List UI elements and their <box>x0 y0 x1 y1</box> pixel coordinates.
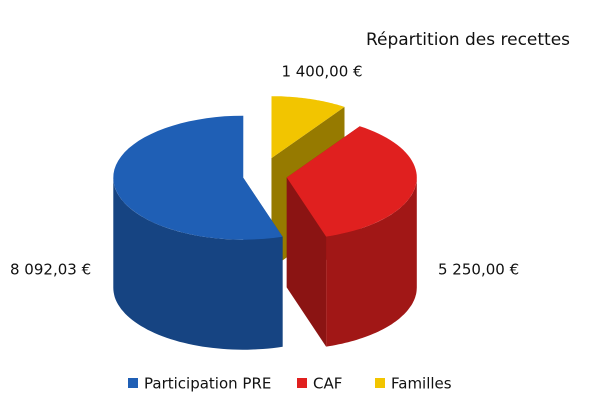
legend-swatch <box>297 378 307 388</box>
slice-top <box>113 115 283 240</box>
slice-side <box>326 177 417 347</box>
value-label: 1 400,00 € <box>281 63 362 81</box>
slice <box>286 126 417 347</box>
value-label: 5 250,00 € <box>438 261 519 279</box>
slice-top <box>286 126 417 237</box>
value-label: 8 092,03 € <box>10 261 91 279</box>
legend-swatch <box>375 378 385 388</box>
chart-title: Répartition des recettes <box>366 30 570 50</box>
legend-label: Familles <box>391 375 452 393</box>
slice-cut-face <box>286 177 327 347</box>
legend-label: Participation PRE <box>144 375 271 393</box>
slice <box>113 115 283 350</box>
legend-swatch <box>128 378 138 388</box>
legend-label: CAF <box>313 375 342 393</box>
slice-side <box>113 177 283 350</box>
slice-top <box>271 96 345 159</box>
